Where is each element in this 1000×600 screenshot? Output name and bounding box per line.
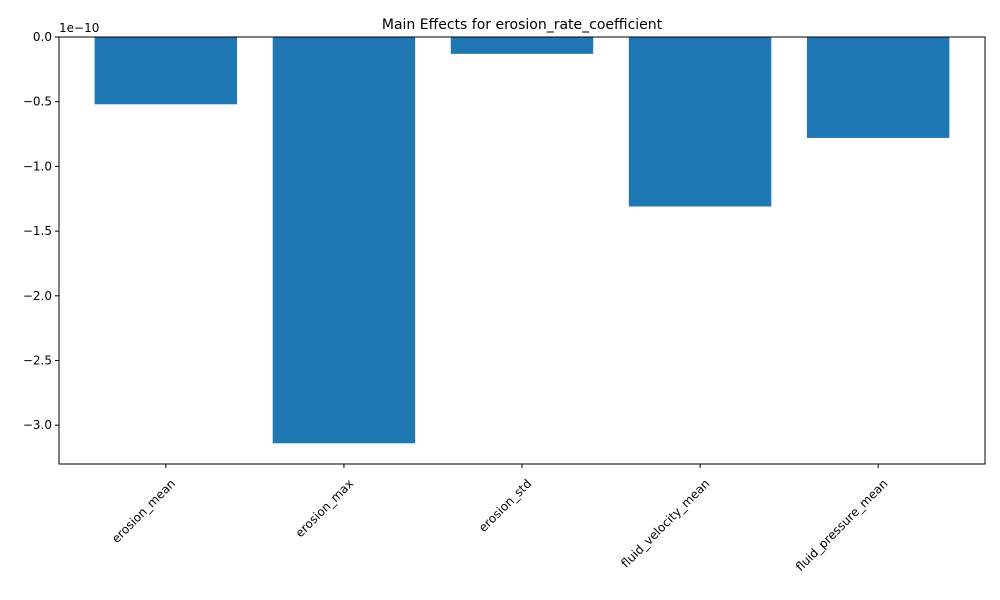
y-tick-label: −1.0	[23, 159, 52, 173]
bar-fluid-pressure-mean	[806, 37, 950, 138]
bar-erosion-mean	[94, 37, 238, 105]
x-tick-label: fluid_pressure_mean	[793, 476, 891, 574]
y-tick-label: −2.0	[23, 289, 52, 303]
x-tick-label: fluid_velocity_mean	[618, 476, 712, 570]
bar-fluid-velocity-mean	[628, 37, 772, 207]
bars-group	[94, 37, 950, 444]
y-tick-label: −3.0	[23, 418, 52, 432]
plot-frame	[58, 36, 986, 465]
y-tick-label: −0.5	[23, 95, 52, 109]
y-tick-label: −1.5	[23, 224, 52, 238]
bar-erosion-std	[450, 37, 594, 54]
y-tick-label: −2.5	[23, 353, 52, 367]
x-tick-label: erosion_std	[476, 476, 534, 534]
x-axis: erosion_mean erosion_max erosion_std fluid_…	[109, 464, 891, 574]
y-tick-label: 0.0	[33, 30, 52, 44]
y-axis: 0.0 −0.5 −1.0 −1.5 −2.0 −2.5 −3.0	[23, 30, 59, 432]
y-axis-offset-label: 1e−10	[59, 21, 99, 35]
x-tick-label: erosion_max	[293, 476, 357, 540]
x-tick-label: erosion_mean	[109, 476, 178, 545]
bar-erosion-max	[272, 37, 416, 444]
chart-title: Main Effects for erosion_rate_coefficien…	[382, 17, 663, 33]
